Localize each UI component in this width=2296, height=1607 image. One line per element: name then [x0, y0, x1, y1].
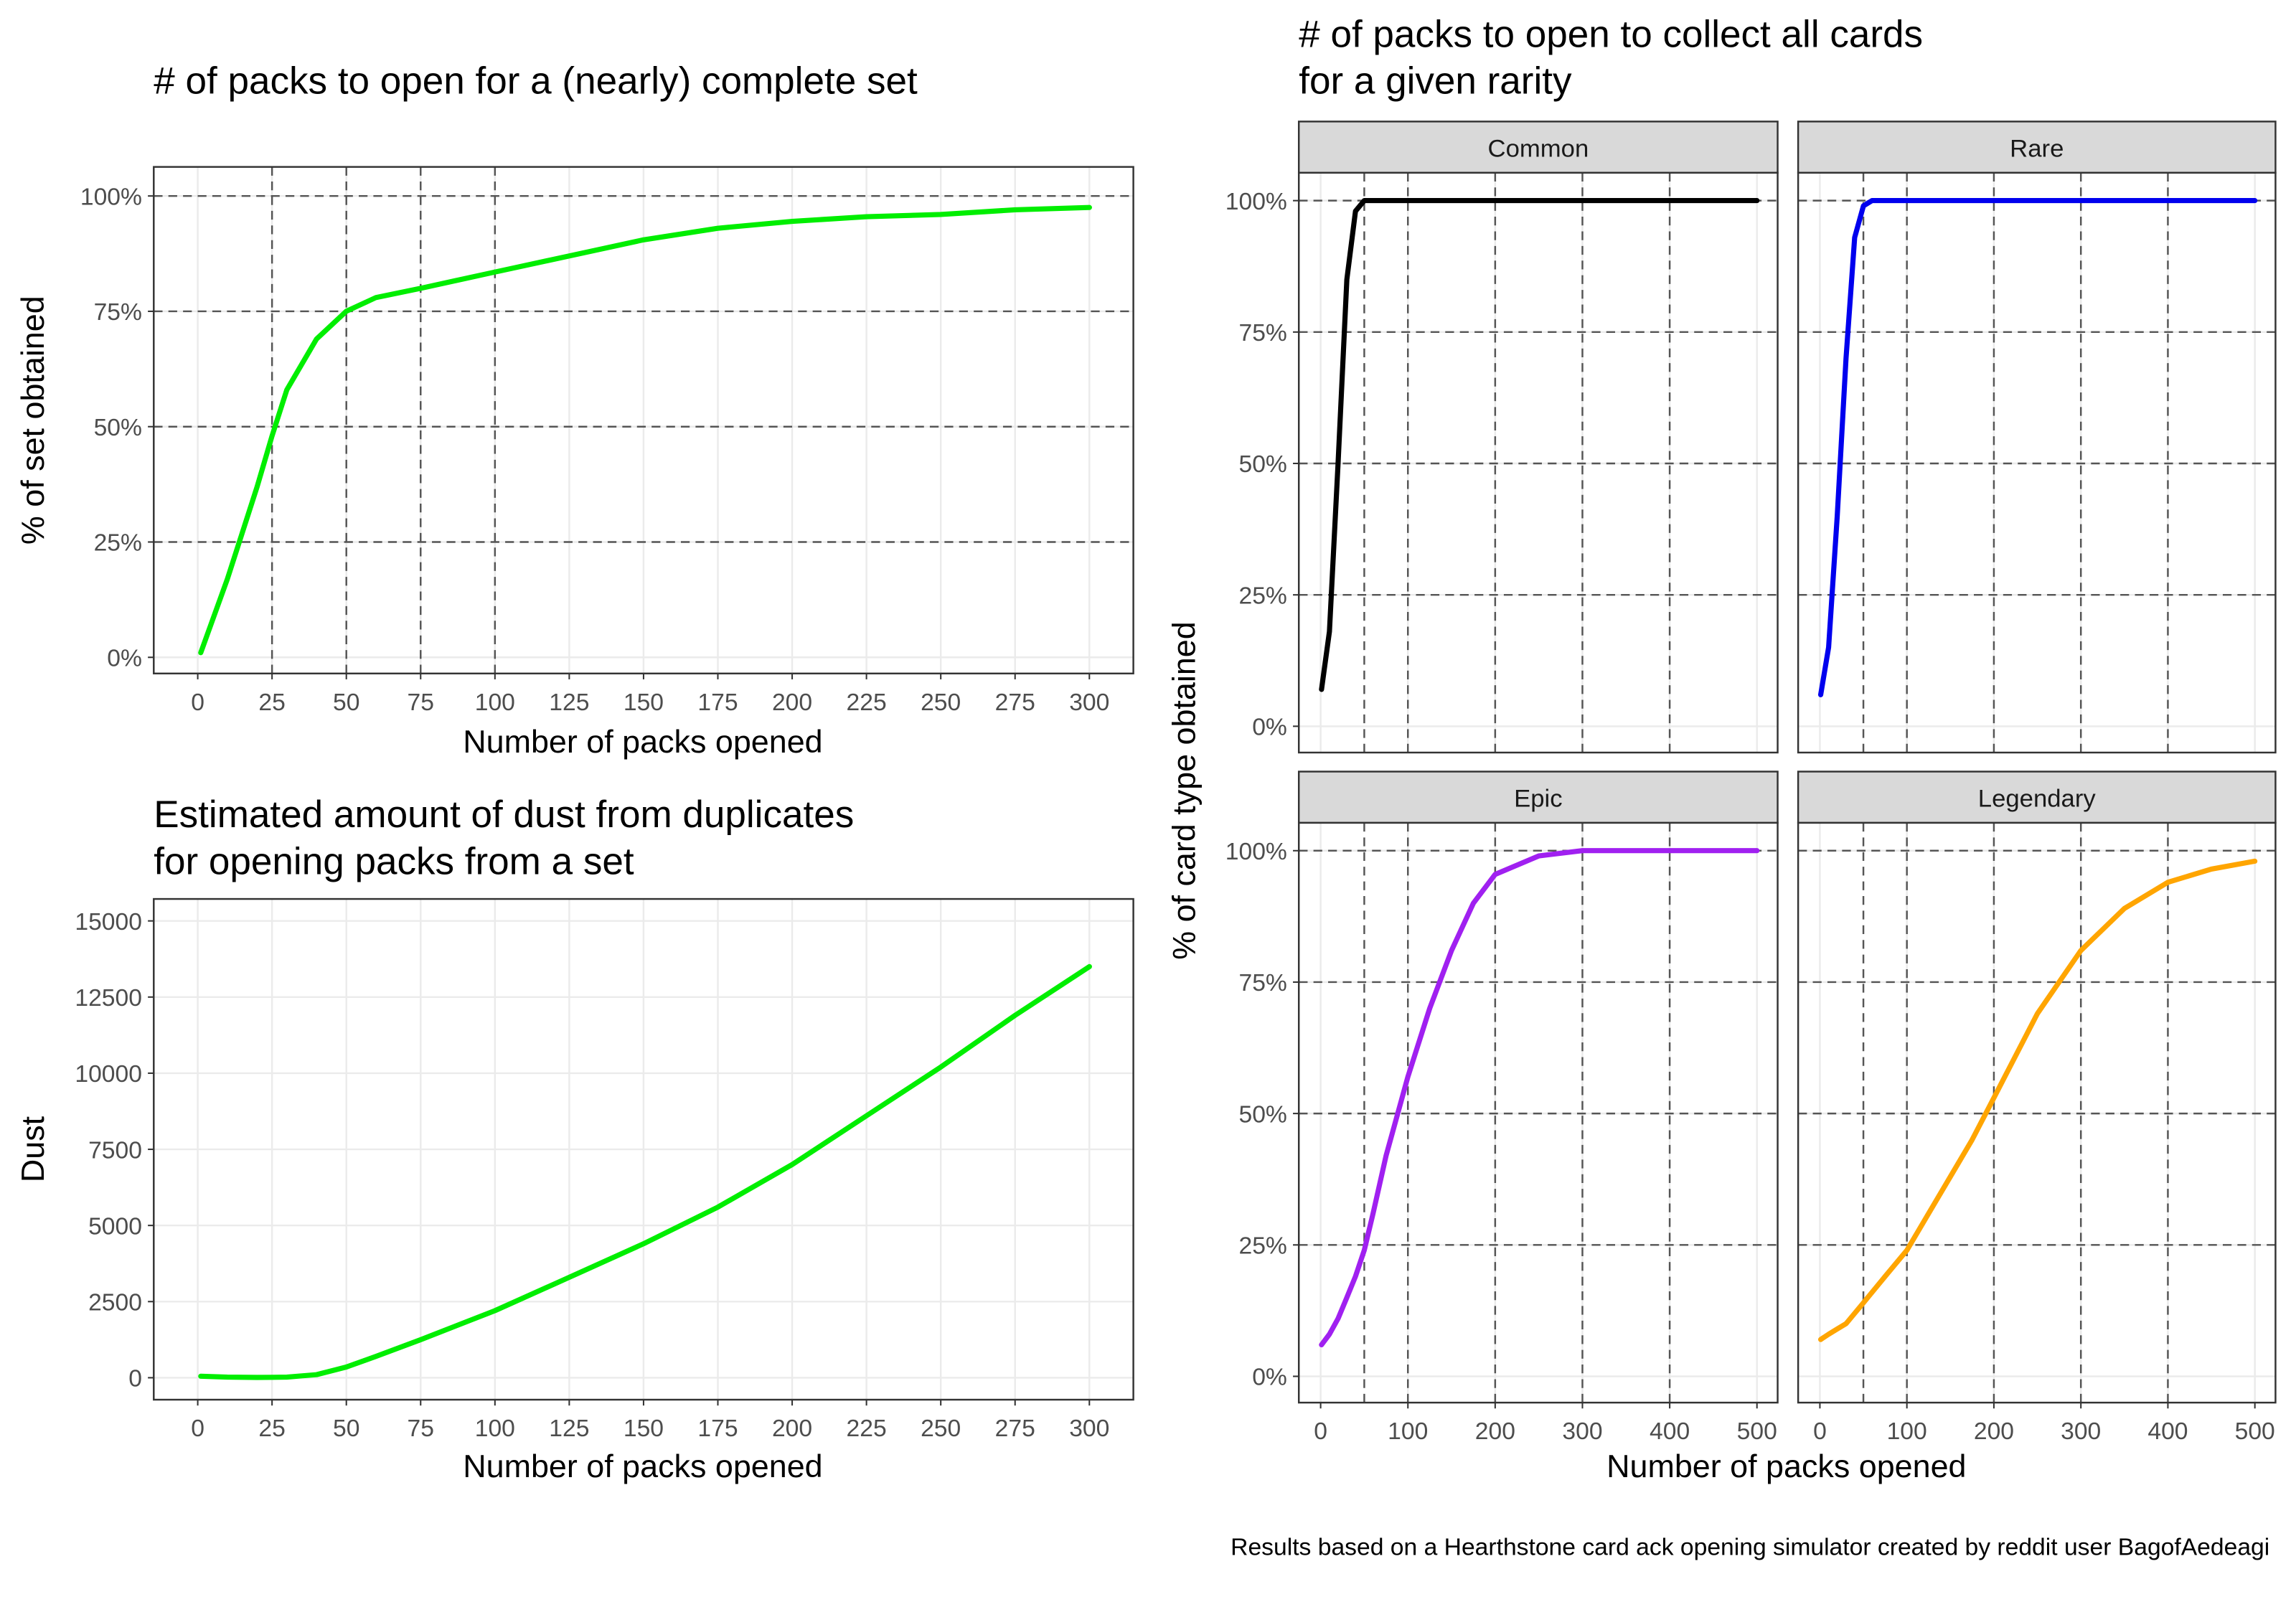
x-tick-label: 300 [2061, 1418, 2101, 1445]
x-tick-label: 225 [847, 1415, 887, 1442]
y-tick-label: 50% [1239, 451, 1287, 478]
x-tick-label: 300 [1069, 689, 1109, 716]
data-line [198, 963, 1092, 1380]
chart-title: Estimated amount of dust from duplicates [154, 793, 854, 836]
x-tick-label: 0 [191, 689, 204, 716]
x-tick-label: 125 [549, 689, 589, 716]
caption: Results based on a Hearthstone card ack … [1231, 1534, 2269, 1560]
x-tick-label: 0 [1813, 1418, 1827, 1445]
y-tick-label: 50% [94, 415, 142, 441]
x-tick-label: 200 [1974, 1418, 2014, 1445]
data-line [1319, 848, 1760, 1348]
x-tick-label: 175 [697, 1415, 738, 1442]
chart-title: for a given rarity [1299, 60, 1572, 103]
y-tick-label: 0% [107, 646, 142, 672]
data-line [1817, 198, 2258, 697]
x-tick-label: 75 [408, 689, 434, 716]
y-tick-label: 75% [94, 299, 142, 326]
x-tick-label: 250 [921, 689, 961, 716]
y-tick-label: 50% [1239, 1101, 1287, 1128]
strip [1297, 121, 1779, 174]
y-tick-label: 25% [94, 530, 142, 557]
x-tick-label: 200 [772, 689, 812, 716]
y-tick-label: 100% [80, 184, 142, 210]
x-tick-label: 400 [2147, 1418, 2188, 1445]
y-tick-label: 0% [1252, 715, 1287, 741]
y-tick-label: 5000 [88, 1213, 142, 1240]
x-tick-label: 225 [847, 689, 887, 716]
chart-title: for opening packs from a set [154, 840, 634, 882]
y-tick-label: 100% [1225, 189, 1287, 215]
y-axis-label: % of card type obtained [1165, 621, 1202, 959]
y-tick-label: 15000 [75, 909, 142, 936]
x-tick-label: 100 [475, 689, 515, 716]
y-tick-label: 25% [1239, 583, 1287, 609]
y-tick-label: 2500 [88, 1290, 142, 1316]
panel-border [1297, 821, 1779, 1404]
x-tick-label: 275 [995, 689, 1035, 716]
y-tick-label: 75% [1239, 970, 1287, 996]
y-tick-label: 12500 [75, 985, 142, 1012]
data-line [198, 204, 1092, 656]
x-tick-label: 50 [333, 689, 359, 716]
panel-border [153, 897, 1134, 1401]
y-tick-label: 7500 [88, 1137, 142, 1164]
x-axis-label: Number of packs opened [463, 723, 822, 760]
x-tick-label: 175 [697, 689, 738, 716]
x-tick-label: 25 [258, 1415, 285, 1442]
strip [1297, 770, 1779, 824]
panel-border [1797, 821, 2277, 1404]
x-tick-label: 275 [995, 1415, 1035, 1442]
strip-label: Rare [2010, 135, 2064, 162]
x-tick-label: 500 [1737, 1418, 1777, 1445]
x-tick-label: 150 [624, 689, 664, 716]
y-tick-label: 0 [128, 1366, 142, 1392]
y-axis-label: Dust [14, 1116, 51, 1182]
y-tick-label: 100% [1225, 839, 1287, 865]
x-tick-label: 75 [408, 1415, 434, 1442]
strip [1797, 121, 2277, 174]
x-tick-label: 200 [1475, 1418, 1515, 1445]
y-tick-label: 25% [1239, 1233, 1287, 1260]
x-tick-label: 0 [191, 1415, 204, 1442]
x-axis-label: Number of packs opened [463, 1448, 822, 1484]
y-tick-label: 75% [1239, 320, 1287, 347]
data-line [1319, 198, 1760, 692]
x-tick-label: 0 [1314, 1418, 1327, 1445]
strip-label: Epic [1514, 785, 1562, 812]
x-tick-label: 500 [2235, 1418, 2275, 1445]
x-axis-label: Number of packs opened [1606, 1448, 1966, 1484]
x-tick-label: 300 [1069, 1415, 1109, 1442]
x-tick-label: 100 [1388, 1418, 1428, 1445]
panel-border [1297, 171, 1779, 754]
y-tick-label: 0% [1252, 1365, 1287, 1391]
x-tick-label: 25 [258, 689, 285, 716]
x-tick-label: 300 [1562, 1418, 1602, 1445]
x-tick-label: 200 [772, 1415, 812, 1442]
strip-label: Common [1488, 135, 1589, 162]
x-tick-label: 250 [921, 1415, 961, 1442]
x-tick-label: 125 [549, 1415, 589, 1442]
x-tick-label: 100 [1887, 1418, 1927, 1445]
y-tick-label: 10000 [75, 1061, 142, 1088]
x-tick-label: 150 [624, 1415, 664, 1442]
panel-border [1797, 171, 2277, 754]
chart-title: # of packs to open for a (nearly) comple… [154, 60, 918, 103]
x-tick-label: 50 [333, 1415, 359, 1442]
strip [1797, 770, 2277, 824]
panel-border [153, 166, 1134, 675]
chart-title: # of packs to open to collect all cards [1299, 13, 1923, 55]
y-axis-label: % of set obtained [14, 296, 51, 545]
data-line [1817, 858, 2258, 1342]
x-tick-label: 400 [1650, 1418, 1690, 1445]
x-tick-label: 100 [475, 1415, 515, 1442]
strip-label: Legendary [1978, 785, 2097, 812]
